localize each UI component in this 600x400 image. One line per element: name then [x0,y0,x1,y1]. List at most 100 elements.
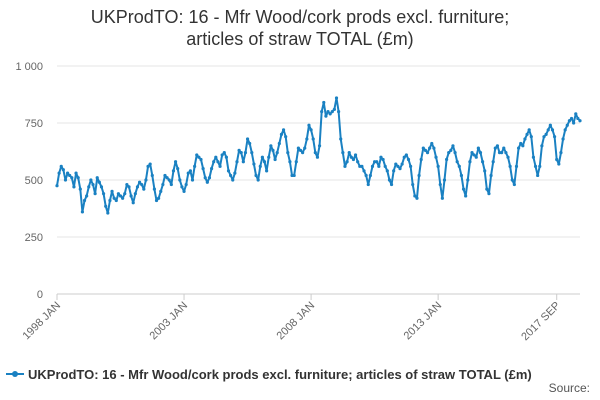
data-point[interactable] [127,185,131,189]
data-point[interactable] [430,141,434,146]
data-point[interactable] [78,187,82,191]
data-point[interactable] [419,157,423,162]
data-point[interactable] [284,135,288,139]
data-point[interactable] [521,144,525,148]
data-point[interactable] [112,196,116,200]
data-point[interactable] [525,132,529,136]
data-point[interactable] [572,121,576,125]
data-point[interactable] [214,155,218,159]
data-point[interactable] [222,151,226,155]
data-point[interactable] [258,164,262,168]
data-point[interactable] [91,182,95,187]
data-point[interactable] [487,192,491,196]
data-point[interactable] [65,171,70,175]
data-point[interactable] [197,155,201,159]
data-point[interactable] [326,110,330,114]
data-point[interactable] [106,211,110,215]
data-point[interactable] [445,157,449,162]
data-point[interactable] [464,194,468,198]
data-point[interactable] [154,198,159,203]
data-point[interactable] [432,146,436,150]
data-point[interactable] [483,169,487,173]
data-point[interactable] [125,182,129,187]
data-point[interactable] [108,198,112,203]
data-point[interactable] [317,144,322,148]
data-point[interactable] [576,116,580,121]
data-point[interactable] [409,164,413,168]
data-point[interactable] [415,196,419,200]
data-point[interactable] [142,187,146,191]
data-point[interactable] [173,160,178,164]
data-point[interactable] [273,157,277,162]
data-point[interactable] [402,155,406,159]
data-point[interactable] [552,135,557,139]
data-point[interactable] [349,155,353,159]
data-point[interactable] [256,178,260,182]
data-point[interactable] [449,148,453,152]
data-point[interactable] [360,164,364,168]
data-point[interactable] [70,176,74,180]
data-point[interactable] [504,151,508,155]
data-point[interactable] [193,164,197,168]
data-point[interactable] [400,162,404,166]
data-point[interactable] [233,171,237,175]
data-point[interactable] [237,148,241,152]
data-point[interactable] [190,178,195,182]
data-point[interactable] [309,128,313,132]
data-point[interactable] [375,160,379,164]
data-point[interactable] [271,148,275,152]
data-point[interactable] [320,110,324,114]
data-point[interactable] [353,153,358,157]
data-point[interactable] [510,178,514,182]
data-point[interactable] [85,194,89,198]
data-point[interactable] [404,153,408,157]
data-point[interactable] [341,151,345,155]
data-point[interactable] [383,164,387,168]
data-point[interactable] [531,155,536,159]
data-point[interactable] [538,164,542,168]
data-point[interactable] [466,178,470,182]
data-point[interactable] [351,157,356,162]
data-point[interactable] [544,132,548,136]
data-point[interactable] [61,168,65,172]
data-point[interactable] [298,148,303,152]
data-point[interactable] [569,116,574,121]
data-point[interactable] [169,182,173,187]
data-point[interactable] [574,112,578,116]
data-point[interactable] [339,137,343,141]
data-point[interactable] [447,151,451,155]
data-point[interactable] [144,178,148,182]
data-point[interactable] [159,189,163,193]
data-point[interactable] [277,141,281,146]
data-point[interactable] [417,173,421,178]
data-point[interactable] [324,114,328,118]
data-point[interactable] [292,173,296,178]
data-point[interactable] [512,182,516,187]
data-point[interactable] [434,155,438,159]
data-point[interactable] [182,189,186,193]
data-point[interactable] [199,157,203,162]
data-point[interactable] [296,146,300,150]
data-point[interactable] [288,160,292,164]
data-point[interactable] [135,185,140,189]
data-point[interactable] [328,112,332,116]
data-point[interactable] [508,164,512,168]
data-point[interactable] [104,204,108,208]
data-point[interactable] [209,167,214,171]
data-point[interactable] [455,160,459,164]
data-point[interactable] [453,151,457,155]
data-point[interactable] [203,176,207,180]
data-point[interactable] [252,162,256,166]
data-point[interactable] [146,164,150,168]
data-point[interactable] [489,173,493,178]
data-point[interactable] [362,169,366,173]
data-point[interactable] [89,178,93,182]
data-point[interactable] [440,196,444,200]
data-point[interactable] [533,164,538,168]
data-point[interactable] [398,167,402,171]
data-point[interactable] [332,107,336,111]
data-point[interactable] [364,173,368,178]
data-point[interactable] [178,178,182,182]
data-point[interactable] [413,194,417,198]
data-point[interactable] [421,146,425,150]
